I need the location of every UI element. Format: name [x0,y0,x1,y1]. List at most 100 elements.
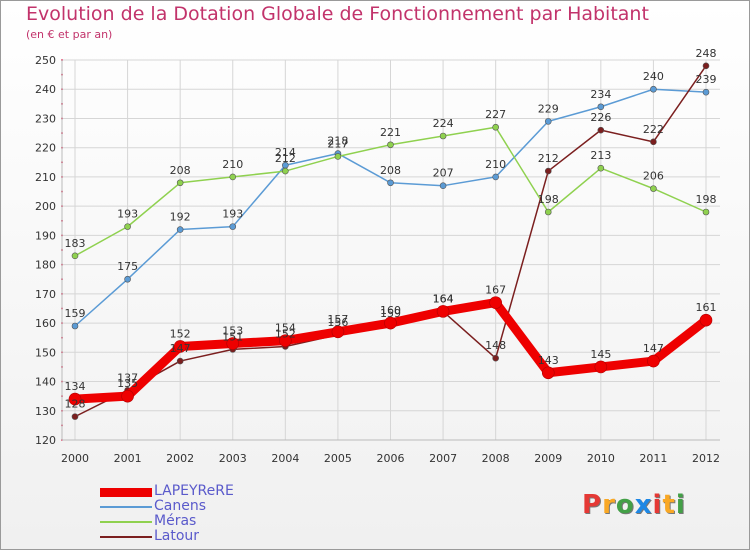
data-point [597,126,605,134]
y-tick-label: 150 [35,346,56,359]
data-label: 148 [485,339,506,352]
data-label: 226 [590,111,611,124]
data-point [702,208,710,216]
legend-label: Méras [154,513,197,529]
data-label: 156 [327,316,348,329]
y-tick-label: 140 [35,376,56,389]
data-point [387,179,394,187]
data-label: 164 [433,292,454,305]
data-label: 137 [117,371,138,384]
data-point [121,389,134,403]
data-label: 198 [696,193,717,206]
data-label: 134 [65,380,86,393]
data-point [229,223,237,230]
data-label: 152 [275,327,296,340]
data-label: 217 [327,137,348,150]
data-point [541,366,555,380]
data-label: 198 [538,193,559,206]
logo-letter: P [582,490,603,520]
x-tick-label: 2010 [587,452,615,465]
data-point [173,340,187,353]
data-label: 222 [643,123,664,136]
x-tick-label: 2009 [534,452,562,465]
data-point [71,322,79,330]
y-tick-label: 230 [35,112,56,125]
data-label: 183 [65,237,86,250]
logo-letter: i [652,490,663,520]
legend-label: LAPEYReRE [154,483,234,499]
data-label: 208 [380,164,401,177]
data-point [439,182,447,189]
data-label: 153 [222,325,243,338]
data-point [492,354,499,362]
legend-label: Canens [154,498,207,514]
data-point [226,337,240,350]
x-tick-label: 2007 [429,452,457,465]
data-point [282,167,289,175]
data-point [650,85,657,93]
x-tick-label: 2011 [639,452,667,465]
data-label: 224 [433,117,454,130]
data-point [229,173,237,181]
data-label: 218 [327,135,348,148]
data-label: 193 [222,208,243,221]
y-tick-label: 180 [35,259,56,272]
data-label: 161 [696,301,717,314]
data-point [544,167,552,175]
data-point [439,132,447,140]
x-tick-label: 2003 [219,452,247,465]
data-label: 192 [170,211,191,224]
data-label: 167 [485,284,506,297]
data-label: 145 [590,348,611,361]
data-point [594,360,608,374]
data-point [699,313,713,327]
data-point [71,252,79,260]
x-tick-label: 2006 [377,452,405,465]
data-point [387,141,394,149]
chart-title: Evolution de la Dotation Globale de Fonc… [26,3,649,25]
data-label: 159 [380,307,401,320]
data-label: 227 [485,108,506,121]
data-point [597,164,605,172]
data-label: 193 [117,208,138,221]
legend-label: Latour [154,528,200,544]
legend-swatch [100,521,152,523]
data-label: 212 [275,152,296,165]
data-label: 147 [170,342,191,355]
data-label: 175 [117,260,138,273]
y-tick-label: 120 [35,434,56,447]
x-tick-label: 2004 [271,452,299,465]
data-label: 208 [170,164,191,177]
legend-swatch [100,487,152,497]
data-point [176,357,184,365]
data-label: 157 [327,313,348,326]
data-point [544,208,552,216]
data-point [702,88,710,96]
data-point [436,305,450,318]
logo-letter: o [615,490,635,520]
y-tick-label: 210 [35,171,56,184]
data-point [384,316,397,330]
data-point [650,138,657,146]
x-tick-label: 2005 [324,452,352,465]
data-point [489,296,502,309]
data-label: 214 [275,146,296,159]
data-label: 239 [696,73,717,86]
data-label: 240 [643,70,664,83]
data-label: 248 [696,47,717,60]
y-tick-label: 200 [35,200,56,213]
legend-swatch [100,506,152,508]
data-label: 128 [65,398,86,411]
logo-letter: r [602,490,616,520]
data-label: 159 [65,307,86,320]
data-point [597,103,605,111]
data-label: 154 [275,322,296,335]
data-point [279,334,292,347]
data-point [331,325,345,339]
data-point [544,118,552,125]
x-tick-label: 2012 [692,452,720,465]
data-label: 207 [433,167,454,180]
data-point [68,392,82,406]
x-tick-label: 2000 [61,452,89,465]
